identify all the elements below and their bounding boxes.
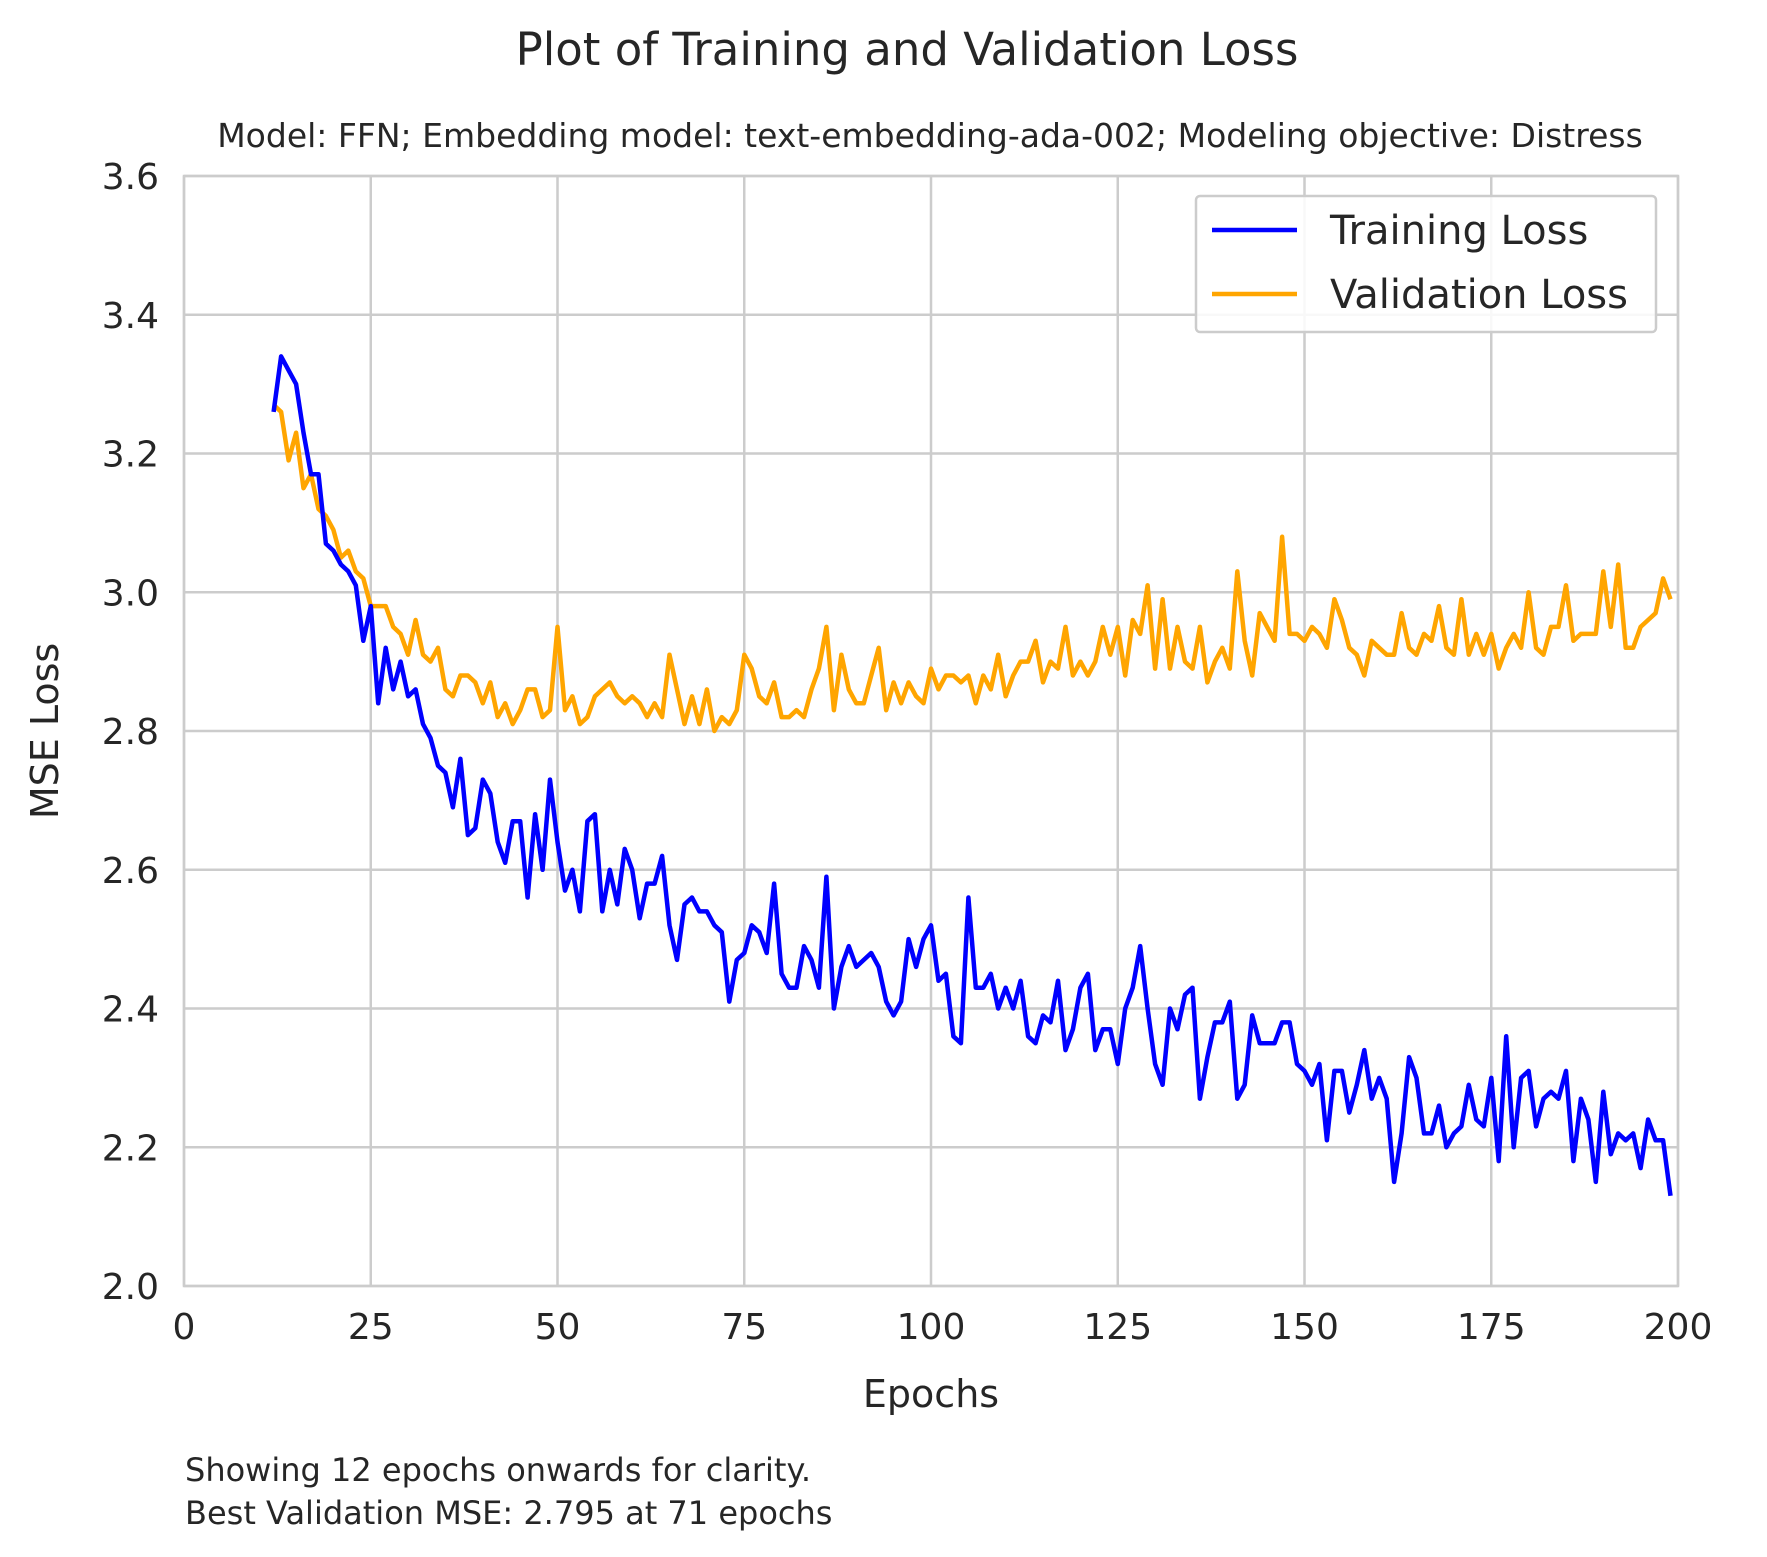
annotation-best-mse: Best Validation MSE: 2.795 at 71 epochs [185,1494,832,1532]
x-tick-label: 125 [1083,1307,1152,1348]
legend-box [1194,194,1658,334]
y-tick-label: 2.0 [102,1267,159,1308]
x-tick-label: 75 [721,1307,767,1348]
y-axis-label: MSE Loss [23,643,67,819]
plot-frame [182,174,1680,1288]
y-tick-label: 3.6 [102,157,159,198]
chart-title: Plot of Training and Validation Loss [516,23,1299,76]
chart-subtitle: Model: FFN; Embedding model: text-embedd… [217,116,1643,155]
x-tick-label: 175 [1457,1307,1526,1348]
legend: Training Loss Validation Loss [1194,194,1658,334]
legend-label-validation: Validation Loss [1330,272,1628,318]
y-tick-label: 2.4 [102,990,159,1031]
y-tick-label: 2.8 [102,712,159,753]
y-tick-label: 2.2 [102,1128,159,1169]
x-tick-label: 0 [173,1307,196,1348]
x-axis-ticks: 0 25 50 75 100 125 150 175 200 [173,1307,1713,1348]
series-layer [271,354,1673,1197]
annotation-epochs-note: Showing 12 epochs onwards for clarity. [185,1451,811,1489]
y-tick-label: 3.0 [102,573,159,614]
x-tick-label: 25 [348,1307,394,1348]
x-tick-label: 100 [897,1307,966,1348]
grid [182,174,1680,1288]
x-tick-label: 200 [1644,1307,1713,1348]
x-tick-label: 50 [535,1307,581,1348]
x-tick-label: 150 [1270,1307,1339,1348]
legend-label-training: Training Loss [1329,208,1588,254]
x-axis-label: Epochs [863,1372,999,1416]
series-line-validation [272,403,1673,734]
y-tick-label: 3.4 [102,296,159,337]
series-line-training [271,354,1673,1197]
y-tick-label: 2.6 [102,851,159,892]
y-tick-label: 3.2 [102,435,159,476]
y-axis-ticks: 2.0 2.2 2.4 2.6 2.8 3.0 3.2 3.4 3.6 [102,157,159,1308]
